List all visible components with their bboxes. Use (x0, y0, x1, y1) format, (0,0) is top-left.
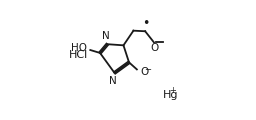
Text: HO: HO (71, 43, 87, 53)
Text: N: N (102, 31, 110, 41)
Text: •: • (142, 17, 149, 30)
Text: O: O (140, 67, 148, 77)
Text: −: − (145, 66, 152, 75)
Text: Hg: Hg (163, 90, 179, 100)
Text: O: O (151, 43, 159, 53)
Text: N: N (109, 76, 117, 86)
Text: +: + (170, 86, 176, 95)
Text: HCl: HCl (69, 50, 88, 60)
